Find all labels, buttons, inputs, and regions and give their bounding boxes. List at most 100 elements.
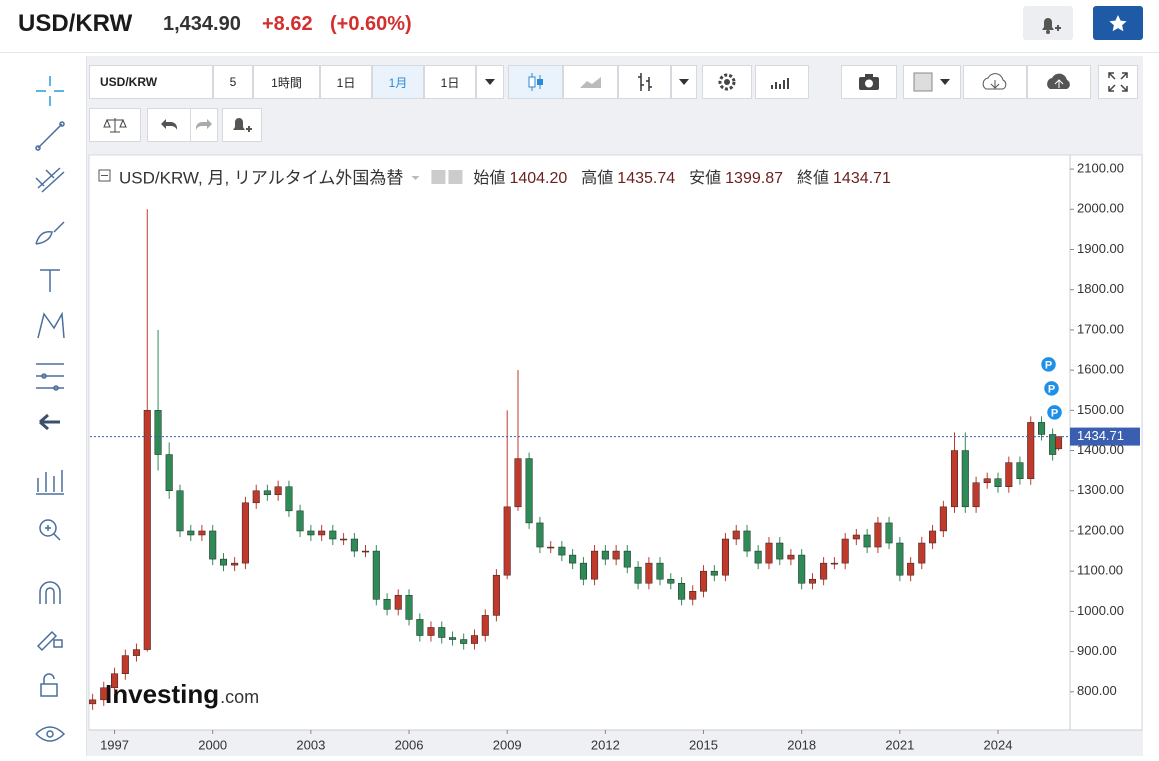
measure-tool[interactable] bbox=[36, 363, 64, 391]
candle-body bbox=[231, 562, 239, 566]
candle-body bbox=[743, 530, 751, 552]
snapshot-button[interactable] bbox=[841, 65, 897, 99]
candle-body bbox=[841, 538, 849, 564]
zoom-tool[interactable] bbox=[39, 519, 61, 541]
indicators-button[interactable] bbox=[755, 65, 809, 99]
settings-icon bbox=[448, 170, 463, 184]
lock-draw-tool[interactable] bbox=[36, 630, 63, 652]
candle-body bbox=[732, 530, 740, 540]
tool-icons bbox=[35, 76, 66, 742]
save-button[interactable] bbox=[1027, 65, 1091, 99]
interval-dropdown[interactable] bbox=[476, 65, 504, 99]
interval-button[interactable]: 1時間 bbox=[253, 65, 320, 99]
crosshair-tool[interactable] bbox=[36, 76, 64, 106]
candle-body bbox=[929, 530, 937, 544]
candle-icon bbox=[528, 73, 543, 91]
candle-body bbox=[721, 538, 729, 576]
header: USD/KRW 1,434.90 +8.62 (+0.60%) bbox=[0, 0, 1159, 53]
undo-button[interactable] bbox=[147, 108, 191, 142]
brush-tool[interactable] bbox=[35, 221, 65, 245]
color-button[interactable] bbox=[903, 65, 961, 99]
candle-body bbox=[885, 522, 893, 544]
candle-body bbox=[1016, 462, 1024, 479]
candle-body bbox=[623, 550, 631, 568]
caret bbox=[485, 79, 495, 85]
interval-button[interactable]: 1日 bbox=[320, 65, 372, 99]
collapse-tool[interactable] bbox=[39, 413, 60, 431]
candle-body bbox=[907, 562, 915, 576]
type-dropdown[interactable] bbox=[671, 65, 697, 99]
y-tick-label: 800.00 bbox=[1077, 683, 1117, 698]
candle-body bbox=[241, 502, 249, 564]
interval-button[interactable]: 1日 bbox=[424, 65, 476, 99]
candle-body bbox=[689, 591, 697, 600]
alert-button[interactable] bbox=[1023, 6, 1073, 40]
collapse-box[interactable] bbox=[98, 169, 111, 182]
y-tick-label: 1000.00 bbox=[1077, 603, 1124, 618]
candle-body bbox=[198, 530, 206, 536]
candle-body bbox=[863, 534, 871, 548]
candle-body bbox=[187, 530, 195, 536]
candle-body bbox=[820, 562, 828, 580]
candle-body bbox=[874, 522, 882, 548]
candle-body bbox=[667, 578, 675, 584]
undo-icon bbox=[161, 119, 177, 130]
event-marker-label: P bbox=[1051, 407, 1058, 419]
candle-body bbox=[219, 558, 228, 566]
y-tick-label: 1200.00 bbox=[1077, 522, 1124, 537]
watchlist-button[interactable] bbox=[1093, 6, 1143, 40]
bar-type-button[interactable] bbox=[618, 65, 671, 99]
y-tick-label: 1100.00 bbox=[1077, 563, 1123, 578]
interval-button[interactable]: 5 bbox=[213, 65, 253, 99]
chart-area: USD/KRW 5 1時間 1日 1月 1日 USD/KRW, 月, リアルタイ… bbox=[87, 56, 1143, 756]
compare-button[interactable] bbox=[89, 108, 141, 142]
event-marker bbox=[1045, 403, 1064, 422]
candle-body bbox=[754, 550, 762, 564]
candle-body bbox=[100, 687, 108, 701]
candle-body bbox=[89, 699, 97, 705]
ohlc-label: 始値 bbox=[473, 169, 505, 187]
star-icon bbox=[1109, 15, 1127, 32]
candle-body bbox=[361, 550, 370, 553]
settings-button[interactable] bbox=[702, 65, 752, 99]
candle-body bbox=[645, 562, 653, 584]
plot-background bbox=[88, 154, 1143, 731]
interval-button[interactable]: 1月 bbox=[372, 65, 424, 99]
candle-body bbox=[601, 550, 609, 560]
candle-body bbox=[536, 522, 544, 548]
candle-body bbox=[438, 627, 446, 638]
visibility-tool[interactable] bbox=[35, 726, 66, 742]
candle-body bbox=[449, 637, 457, 640]
candle-body bbox=[503, 506, 511, 576]
indicator-tool[interactable] bbox=[36, 470, 64, 495]
candle-body bbox=[111, 673, 119, 689]
redo-button[interactable] bbox=[190, 108, 218, 142]
candle-body bbox=[405, 595, 413, 620]
fullscreen-button[interactable] bbox=[1098, 65, 1138, 99]
ohlc-value: 1435.74 bbox=[617, 170, 675, 187]
event-marker-label: P bbox=[1048, 383, 1055, 395]
fib-tool[interactable] bbox=[35, 167, 65, 193]
candle-body bbox=[612, 550, 620, 560]
load-button[interactable] bbox=[963, 65, 1027, 99]
pattern-tool[interactable] bbox=[37, 311, 65, 339]
watermark: Investing bbox=[105, 679, 219, 709]
text-tool[interactable] bbox=[40, 269, 60, 292]
y-tick-label: 900.00 bbox=[1077, 643, 1117, 658]
chart-title: USD/KRW, 月, リアルタイム外国為替 bbox=[119, 168, 403, 187]
x-tick-label: 2015 bbox=[689, 737, 718, 752]
alert-tool-button[interactable] bbox=[222, 108, 262, 142]
magnet-tool[interactable] bbox=[39, 581, 61, 604]
area-type-button[interactable] bbox=[563, 65, 618, 99]
y-tick-label: 1900.00 bbox=[1077, 241, 1124, 256]
candle-body bbox=[318, 530, 326, 536]
ohlc-value: 1399.87 bbox=[725, 170, 783, 187]
candle-body bbox=[939, 506, 947, 532]
symbol-input[interactable]: USD/KRW bbox=[89, 65, 213, 99]
line-tool[interactable] bbox=[35, 121, 65, 151]
lock-tool[interactable] bbox=[40, 673, 58, 697]
event-marker-label: P bbox=[1045, 359, 1052, 371]
y-tick-label: 1400.00 bbox=[1077, 442, 1124, 457]
candle-type-button[interactable] bbox=[508, 65, 563, 99]
